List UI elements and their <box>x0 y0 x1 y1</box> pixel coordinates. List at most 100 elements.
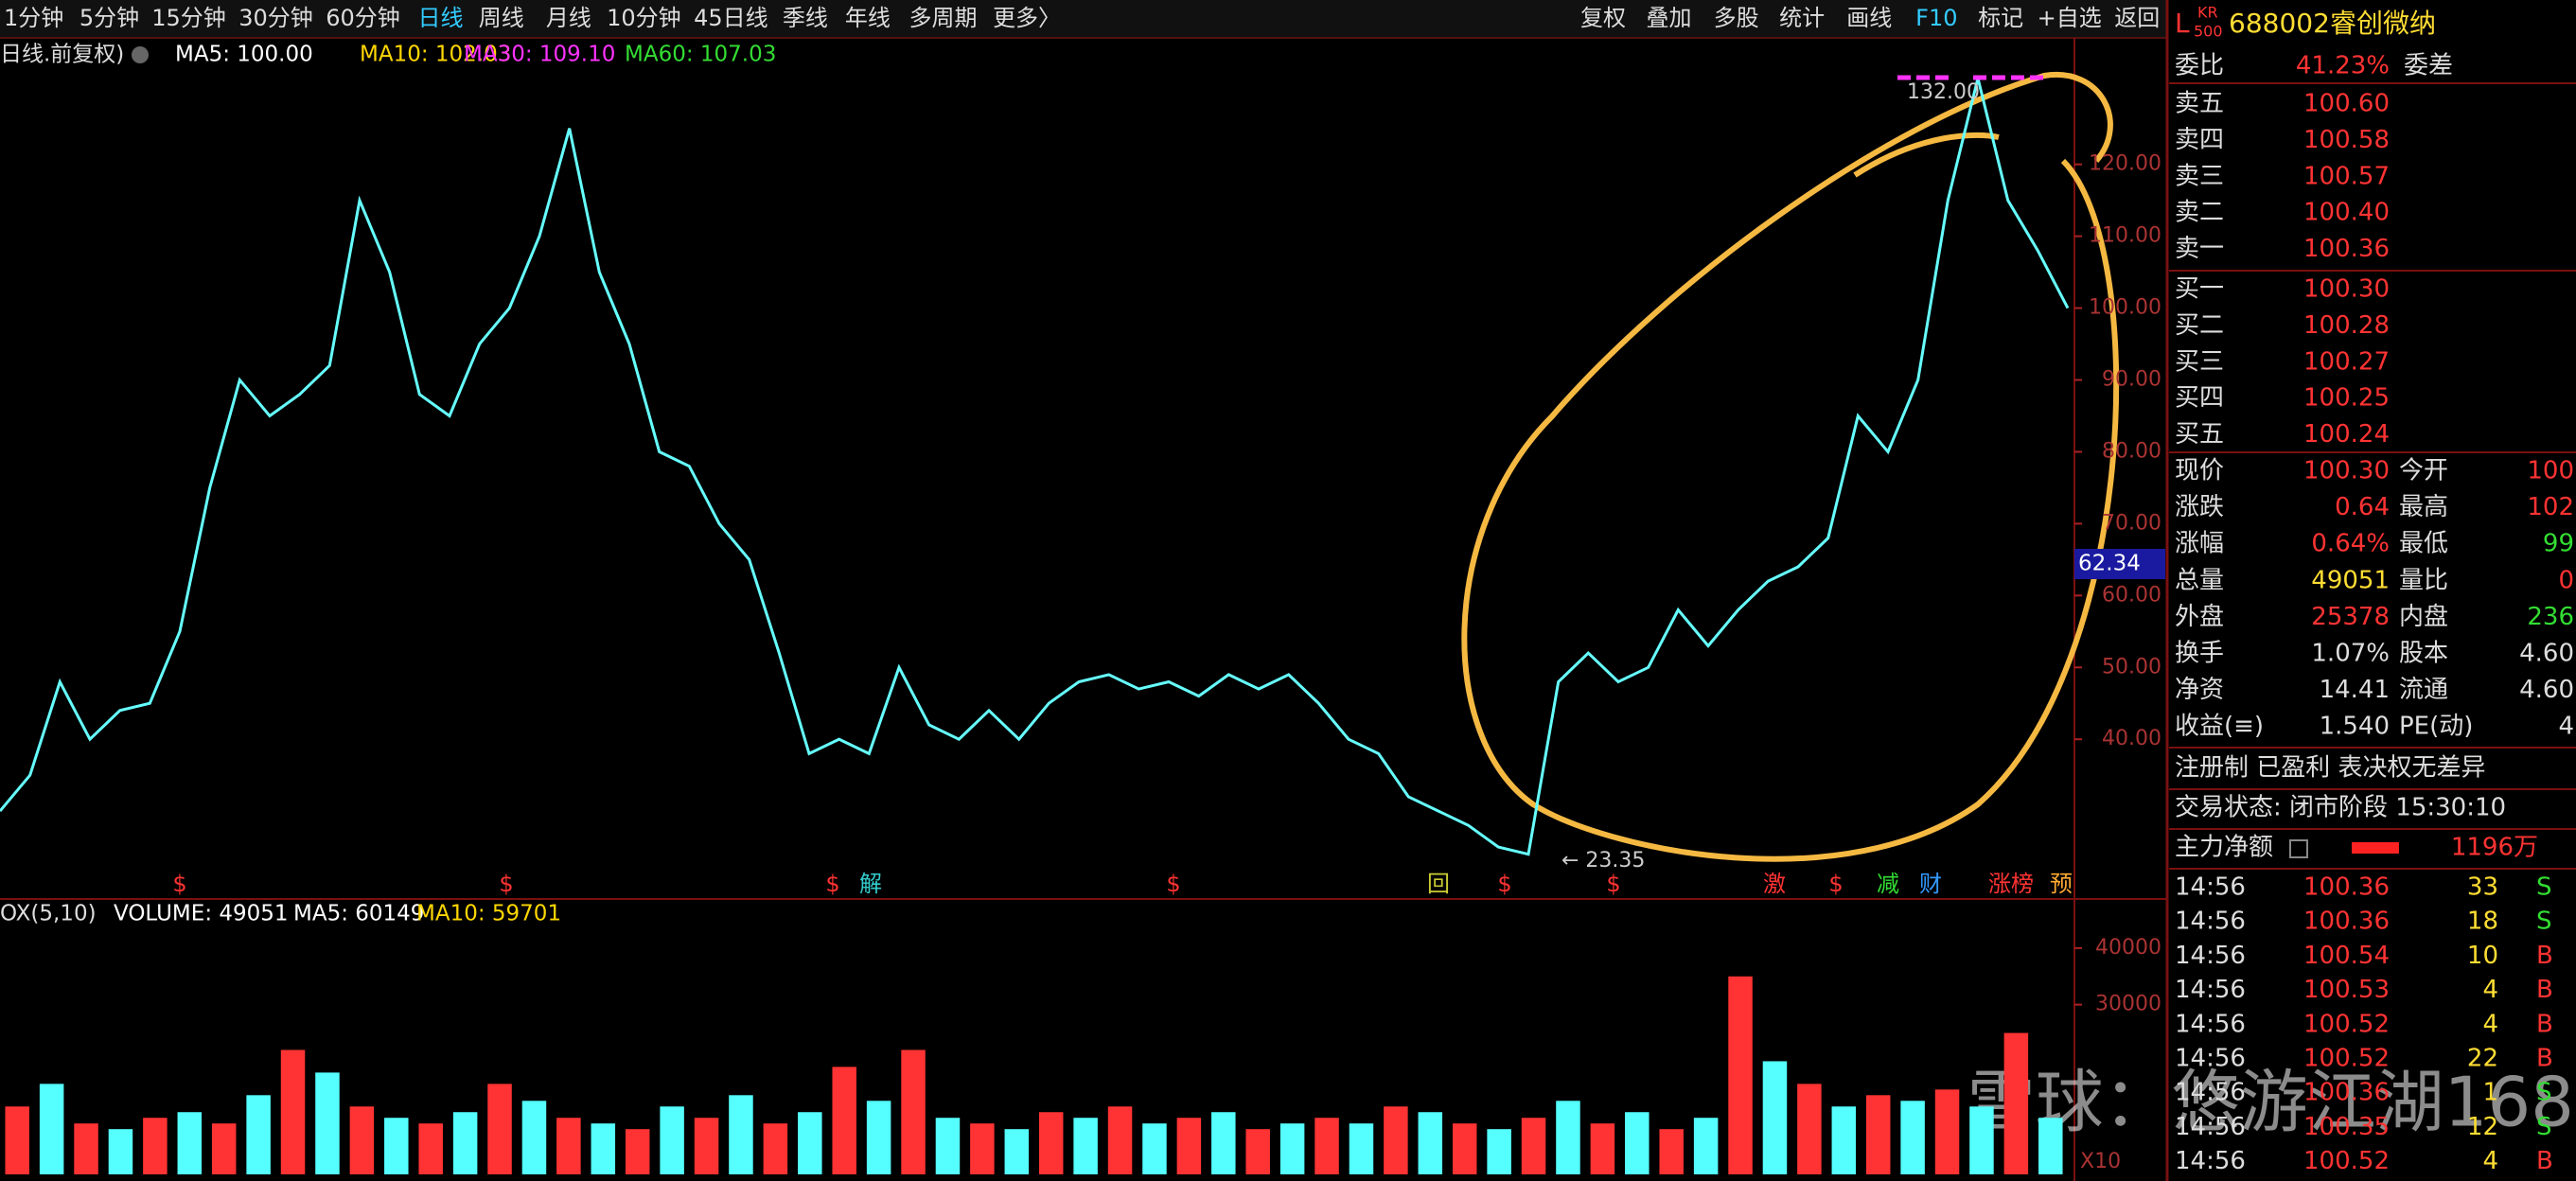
stock-badge: 500 <box>2194 23 2223 41</box>
tool-button[interactable]: 画线 <box>1846 5 1892 31</box>
volume-bar <box>591 1123 616 1174</box>
event-marker[interactable]: 涨榜 <box>1988 871 2034 897</box>
event-marker[interactable]: 激 <box>1763 871 1786 897</box>
legend-icon <box>132 46 149 63</box>
period-tab[interactable]: 10分钟 <box>607 5 681 31</box>
trade-time: 14:56 <box>2175 1010 2246 1038</box>
volume-bar <box>1073 1118 1098 1174</box>
flow-icon <box>2289 839 2308 858</box>
quote-value: 0 <box>2558 566 2574 594</box>
quote-label: 股本 <box>2399 640 2448 668</box>
y-tick-label: 40.00 <box>2102 727 2161 750</box>
trade-time: 14:56 <box>2175 908 2246 936</box>
y-tick-label: 50.00 <box>2102 655 2161 679</box>
volume-bar <box>1142 1123 1167 1174</box>
tool-button[interactable]: 复权 <box>1580 5 1626 31</box>
event-marker[interactable]: $ <box>825 871 839 897</box>
trade-price: 100.52 <box>2303 1010 2390 1038</box>
trade-state: 交易状态: 闭市阶段 15:30:10 <box>2175 794 2506 822</box>
period-tab[interactable]: 15分钟 <box>151 5 226 31</box>
event-marker[interactable]: 预 <box>2050 871 2073 897</box>
order-level: 买四 <box>2175 384 2224 413</box>
period-tab[interactable]: 年线 <box>845 5 891 31</box>
period-tab[interactable]: 周线 <box>479 5 524 31</box>
y-tick-label: 30000 <box>2095 993 2161 1016</box>
period-tab[interactable]: 更多〉 <box>993 5 1061 31</box>
event-marker[interactable]: $ <box>1606 871 1620 897</box>
volume-bar <box>901 1049 926 1174</box>
volume-bar <box>1934 1089 1960 1174</box>
order-price: 100.57 <box>2303 162 2390 190</box>
volume-bar <box>1762 1061 1788 1174</box>
volume-bar <box>418 1123 443 1174</box>
trade-side: S <box>2536 1079 2552 1107</box>
event-marker[interactable]: 财 <box>1919 871 1942 897</box>
quote-label: 今开 <box>2399 457 2448 485</box>
trade-time: 14:56 <box>2175 1045 2246 1073</box>
quote-value: 4.60 <box>2519 676 2574 704</box>
tool-button[interactable]: 返回 <box>2114 5 2160 31</box>
period-tab[interactable]: 60分钟 <box>326 5 400 31</box>
quote-value: 0.64 <box>2335 493 2390 521</box>
trade-volume: 18 <box>2467 908 2498 936</box>
stock-badge: KR <box>2197 4 2218 22</box>
tool-button[interactable]: +自选 <box>2038 5 2102 31</box>
ma-legend: MA60: 107.03 <box>625 43 776 67</box>
trade-volume: 1 <box>2482 1079 2498 1107</box>
event-marker[interactable]: 回 <box>1427 871 1450 897</box>
volume-bar <box>763 1123 788 1174</box>
trade-volume: 22 <box>2467 1045 2498 1073</box>
period-tab[interactable]: 30分钟 <box>238 5 313 31</box>
tool-button[interactable]: 标记 <box>1978 5 2023 31</box>
legend-title: 日线.前复权) <box>0 43 124 67</box>
volume-bar <box>1556 1101 1580 1174</box>
trade-price: 100.35 <box>2303 1113 2390 1141</box>
period-tab[interactable]: 5分钟 <box>79 5 139 31</box>
order-level: 买二 <box>2175 311 2224 340</box>
period-tab[interactable]: 日线 <box>417 5 463 31</box>
volume-bar <box>660 1106 684 1174</box>
trade-price: 100.52 <box>2303 1147 2390 1175</box>
event-marker[interactable]: $ <box>1497 871 1511 897</box>
period-tab[interactable]: 多周期 <box>909 5 978 31</box>
tool-button[interactable]: F10 <box>1915 5 1957 31</box>
volume-bar <box>1900 1101 1925 1174</box>
quote-value: 4 <box>2558 713 2574 741</box>
volume-bar <box>211 1123 237 1174</box>
order-price: 100.24 <box>2303 420 2390 449</box>
period-tab[interactable]: 季线 <box>783 5 828 31</box>
trade-side: B <box>2536 1147 2553 1175</box>
quote-label: 最低 <box>2399 530 2448 558</box>
trade-time: 14:56 <box>2175 1147 2246 1175</box>
quote-value: 0.64% <box>2311 530 2390 558</box>
tool-button[interactable]: 叠加 <box>1646 5 1691 31</box>
quote-label: 净资 <box>2175 676 2224 704</box>
tool-button[interactable]: 统计 <box>1779 5 1825 31</box>
period-tab[interactable]: 1分钟 <box>4 5 63 31</box>
event-marker[interactable]: $ <box>172 871 186 897</box>
event-marker[interactable]: $ <box>1828 871 1843 897</box>
event-marker[interactable]: $ <box>1166 871 1180 897</box>
volume-bar <box>452 1112 478 1174</box>
period-tab[interactable]: 45日线 <box>694 5 768 31</box>
volume-bar <box>1418 1112 1443 1174</box>
event-marker[interactable]: 减 <box>1877 871 1899 897</box>
order-level: 买一 <box>2175 275 2224 304</box>
low-annotation: ← 23.35 <box>1561 849 1645 873</box>
flow-value: 1196万 <box>2451 834 2538 862</box>
y-tick-label: 100.00 <box>2089 296 2161 320</box>
volume-bar <box>1865 1095 1891 1174</box>
quote-label: 涨跌 <box>2175 493 2224 521</box>
volume-bar <box>1176 1118 1202 1174</box>
period-tab[interactable]: 月线 <box>546 5 591 31</box>
volume-bar <box>1659 1129 1684 1174</box>
volume-bar <box>1349 1123 1374 1174</box>
quote-value: 100 <box>2527 457 2574 485</box>
tool-button[interactable]: 多股 <box>1714 5 1759 31</box>
event-marker[interactable]: $ <box>499 871 513 897</box>
event-marker[interactable]: 解 <box>859 871 882 897</box>
volume-bar <box>1245 1129 1270 1174</box>
trade-price: 100.53 <box>2303 976 2390 1004</box>
volume-bar <box>1211 1112 1236 1174</box>
